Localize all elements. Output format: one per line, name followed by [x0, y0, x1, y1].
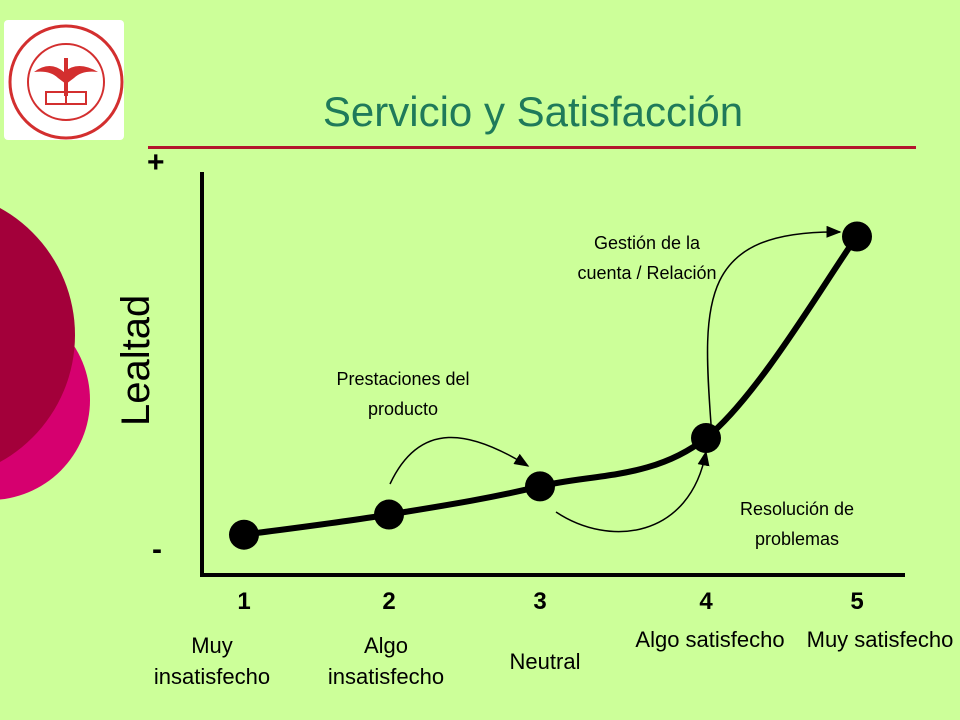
y-axis-top-label: + [147, 146, 165, 179]
x-tick-label-4: 4 [699, 588, 713, 615]
category-label-muy-insatisfecho: Muy insatisfecho [153, 633, 271, 689]
data-point-5 [842, 221, 872, 252]
data-point-4 [691, 422, 721, 453]
category-label-algo-satisfecho: Algo satisfecho [635, 627, 785, 652]
annotation-resolucion: Resolución de problemas [739, 499, 855, 549]
data-point-2 [374, 499, 404, 530]
x-tick-label-3: 3 [533, 588, 547, 615]
annotation-arrow-1 [389, 436, 530, 485]
logo-seal [8, 24, 124, 140]
annotation-arrow-3 [706, 225, 842, 425]
title-divider [148, 146, 916, 149]
logo [4, 20, 124, 140]
x-tick-label-1: 1 [237, 588, 251, 615]
data-point-1 [229, 519, 259, 550]
annotation-arrow-2 [555, 450, 710, 533]
annotation-gestion: Gestión de la cuenta / Relación [577, 233, 717, 283]
annotation-prestaciones: Prestaciones del producto [336, 369, 470, 419]
category-label-muy-satisfecho: Muy satisfecho [806, 627, 954, 652]
x-tick-label-2: 2 [382, 588, 396, 615]
x-tick-label-5: 5 [850, 588, 864, 615]
category-label-algo-insatisfecho: Algo insatisfecho [327, 633, 445, 689]
crimson-circle [0, 208, 75, 462]
y-axis-bottom-label: - [152, 533, 162, 566]
data-point-3 [525, 471, 555, 502]
category-label-neutral: Neutral [509, 649, 581, 674]
slide-title: Servicio y Satisfacción [322, 88, 744, 135]
